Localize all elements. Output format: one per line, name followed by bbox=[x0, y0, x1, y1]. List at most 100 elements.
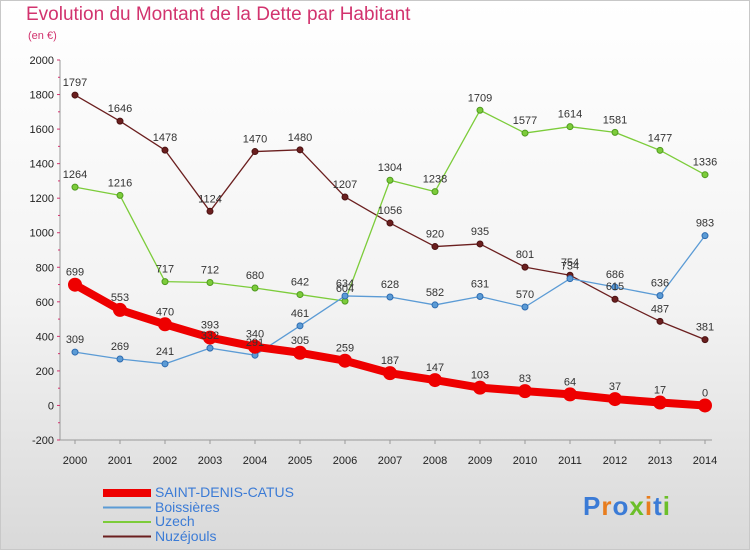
chart-title: Evolution du Montant de la Dette par Hab… bbox=[26, 4, 411, 25]
x-tick-label: 2005 bbox=[288, 455, 312, 467]
data-label-nuz-jouls: 1480 bbox=[288, 132, 312, 144]
data-label-nuz-jouls: 1207 bbox=[333, 179, 357, 191]
data-label-nuz-jouls: 1470 bbox=[243, 134, 267, 146]
data-label-nuz-jouls: 754 bbox=[561, 257, 579, 269]
logo-letter: r bbox=[601, 491, 613, 521]
x-tick-label: 2007 bbox=[378, 455, 402, 467]
logo-letter: t bbox=[653, 491, 663, 521]
data-point-saint-denis-catus bbox=[68, 277, 82, 292]
data-label-saint-denis-catus: 103 bbox=[471, 370, 489, 382]
y-tick-label: 800 bbox=[36, 262, 54, 274]
x-tick-label: 2003 bbox=[198, 455, 222, 467]
data-label-nuz-jouls: 1478 bbox=[153, 132, 177, 144]
y-tick-label: 1400 bbox=[30, 159, 54, 171]
data-label-uzech: 1577 bbox=[513, 115, 537, 127]
data-point-nuz-jouls bbox=[341, 193, 349, 201]
data-label-uzech: 1304 bbox=[378, 162, 402, 174]
data-label-nuz-jouls: 801 bbox=[516, 249, 534, 261]
data-point-uzech bbox=[386, 176, 394, 184]
data-point-saint-denis-catus bbox=[248, 339, 262, 354]
data-point-nuz-jouls bbox=[611, 295, 619, 303]
data-point-boissi-res bbox=[71, 348, 79, 356]
x-tick-label: 2013 bbox=[648, 455, 672, 467]
data-label-saint-denis-catus: 64 bbox=[564, 376, 576, 388]
data-point-uzech bbox=[566, 123, 574, 131]
data-point-boissi-res bbox=[611, 283, 619, 291]
data-point-saint-denis-catus bbox=[203, 330, 217, 345]
data-label-boissi-res: 332 bbox=[201, 330, 219, 342]
data-label-uzech: 680 bbox=[246, 270, 264, 282]
data-point-boissi-res bbox=[386, 293, 394, 301]
data-point-nuz-jouls bbox=[521, 263, 529, 271]
data-label-uzech: 1477 bbox=[648, 132, 672, 144]
data-point-uzech bbox=[296, 291, 304, 299]
data-point-nuz-jouls bbox=[161, 146, 169, 154]
data-point-boissi-res bbox=[431, 301, 439, 309]
data-point-uzech bbox=[161, 278, 169, 286]
x-tick-label: 2012 bbox=[603, 455, 627, 467]
data-point-nuz-jouls bbox=[251, 148, 259, 156]
data-point-saint-denis-catus bbox=[293, 345, 307, 360]
data-label-boissi-res: 634 bbox=[336, 278, 354, 290]
data-point-nuz-jouls bbox=[296, 146, 304, 154]
data-point-uzech bbox=[431, 188, 439, 196]
data-point-uzech bbox=[611, 128, 619, 136]
data-point-boissi-res bbox=[701, 232, 709, 240]
y-tick-label: 200 bbox=[36, 366, 54, 378]
data-label-nuz-jouls: 935 bbox=[471, 226, 489, 238]
data-point-nuz-jouls bbox=[206, 207, 214, 215]
y-tick-label: 1600 bbox=[30, 124, 54, 136]
data-label-saint-denis-catus: 393 bbox=[201, 320, 219, 332]
data-point-nuz-jouls bbox=[386, 219, 394, 227]
x-tick-label: 2008 bbox=[423, 455, 447, 467]
data-point-boissi-res bbox=[566, 275, 574, 283]
legend-label-saint-denis-catus: SAINT-DENIS-CATUS bbox=[155, 484, 294, 500]
data-point-boissi-res bbox=[296, 322, 304, 330]
data-point-saint-denis-catus bbox=[563, 387, 577, 402]
data-label-saint-denis-catus: 340 bbox=[246, 329, 264, 341]
chart-axes: -200 0 200 400 600 800 1000 1200 1400 1600 1800 200… bbox=[30, 55, 718, 467]
data-point-uzech bbox=[656, 146, 664, 154]
data-point-saint-denis-catus bbox=[383, 366, 397, 381]
data-point-boissi-res bbox=[476, 292, 484, 300]
data-label-boissi-res: 686 bbox=[606, 269, 624, 281]
data-label-saint-denis-catus: 470 bbox=[156, 306, 174, 318]
legend-label-boissi-res: Boissières bbox=[155, 498, 220, 515]
data-point-saint-denis-catus bbox=[518, 384, 532, 399]
data-label-uzech: 1216 bbox=[108, 177, 132, 189]
data-label-boissi-res: 582 bbox=[426, 287, 444, 299]
y-tick-label: 1000 bbox=[30, 228, 54, 240]
data-label-uzech: 717 bbox=[156, 264, 174, 276]
data-label-nuz-jouls: 1124 bbox=[198, 193, 222, 205]
legend-label-uzech: Uzech bbox=[155, 513, 195, 529]
x-tick-label: 2004 bbox=[243, 455, 267, 467]
data-label-nuz-jouls: 920 bbox=[426, 229, 444, 241]
data-label-boissi-res: 570 bbox=[516, 289, 534, 301]
data-label-boissi-res: 309 bbox=[66, 334, 84, 346]
data-label-saint-denis-catus: 0 bbox=[702, 387, 708, 399]
y-tick-label: 2000 bbox=[30, 55, 54, 67]
data-point-saint-denis-catus bbox=[698, 398, 712, 413]
x-tick-label: 2001 bbox=[108, 455, 132, 467]
data-label-boissi-res: 628 bbox=[381, 279, 399, 291]
data-label-uzech: 604 bbox=[336, 283, 354, 295]
data-label-saint-denis-catus: 699 bbox=[66, 267, 84, 279]
data-point-nuz-jouls bbox=[476, 240, 484, 248]
data-point-saint-denis-catus bbox=[608, 392, 622, 407]
data-point-saint-denis-catus bbox=[338, 353, 352, 368]
data-label-uzech: 1709 bbox=[468, 92, 492, 104]
data-point-uzech bbox=[71, 183, 79, 191]
data-label-saint-denis-catus: 37 bbox=[609, 381, 621, 393]
data-label-uzech: 1581 bbox=[603, 114, 627, 126]
data-point-nuz-jouls bbox=[116, 117, 124, 125]
data-label-saint-denis-catus: 305 bbox=[291, 335, 309, 347]
data-point-nuz-jouls bbox=[656, 317, 664, 325]
data-label-boissi-res: 269 bbox=[111, 341, 129, 353]
data-point-nuz-jouls bbox=[431, 243, 439, 251]
data-point-boissi-res bbox=[206, 344, 214, 352]
y-tick-label: 1800 bbox=[30, 90, 54, 102]
logo-letter: o bbox=[612, 491, 630, 521]
